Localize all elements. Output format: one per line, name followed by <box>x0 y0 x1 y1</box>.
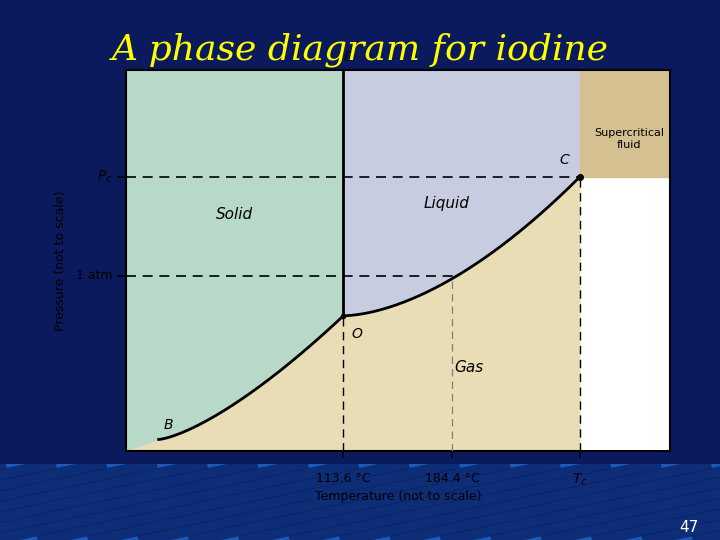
Polygon shape <box>126 177 670 451</box>
Text: Pressure (not to scale): Pressure (not to scale) <box>54 190 67 331</box>
Polygon shape <box>126 70 343 451</box>
Text: Liquid: Liquid <box>424 196 469 211</box>
Text: 113.6 °C: 113.6 °C <box>316 472 371 485</box>
Text: A phase diagram for iodine: A phase diagram for iodine <box>112 32 608 67</box>
Text: B: B <box>164 418 174 432</box>
Text: Supercritical
fluid: Supercritical fluid <box>594 128 664 150</box>
Text: Gas: Gas <box>454 360 483 375</box>
Polygon shape <box>580 70 670 177</box>
Text: 1 atm: 1 atm <box>76 269 112 282</box>
Text: 47: 47 <box>679 519 698 535</box>
Text: $P_c$: $P_c$ <box>96 168 112 185</box>
Text: O: O <box>351 327 362 341</box>
Polygon shape <box>343 70 580 316</box>
Text: $T_c$: $T_c$ <box>572 472 588 488</box>
X-axis label: Temperature (not to scale): Temperature (not to scale) <box>315 490 481 503</box>
Text: Solid: Solid <box>216 207 253 222</box>
Text: C: C <box>559 153 569 167</box>
Text: D: D <box>343 50 354 64</box>
Text: 184.4 °C: 184.4 °C <box>425 472 480 485</box>
